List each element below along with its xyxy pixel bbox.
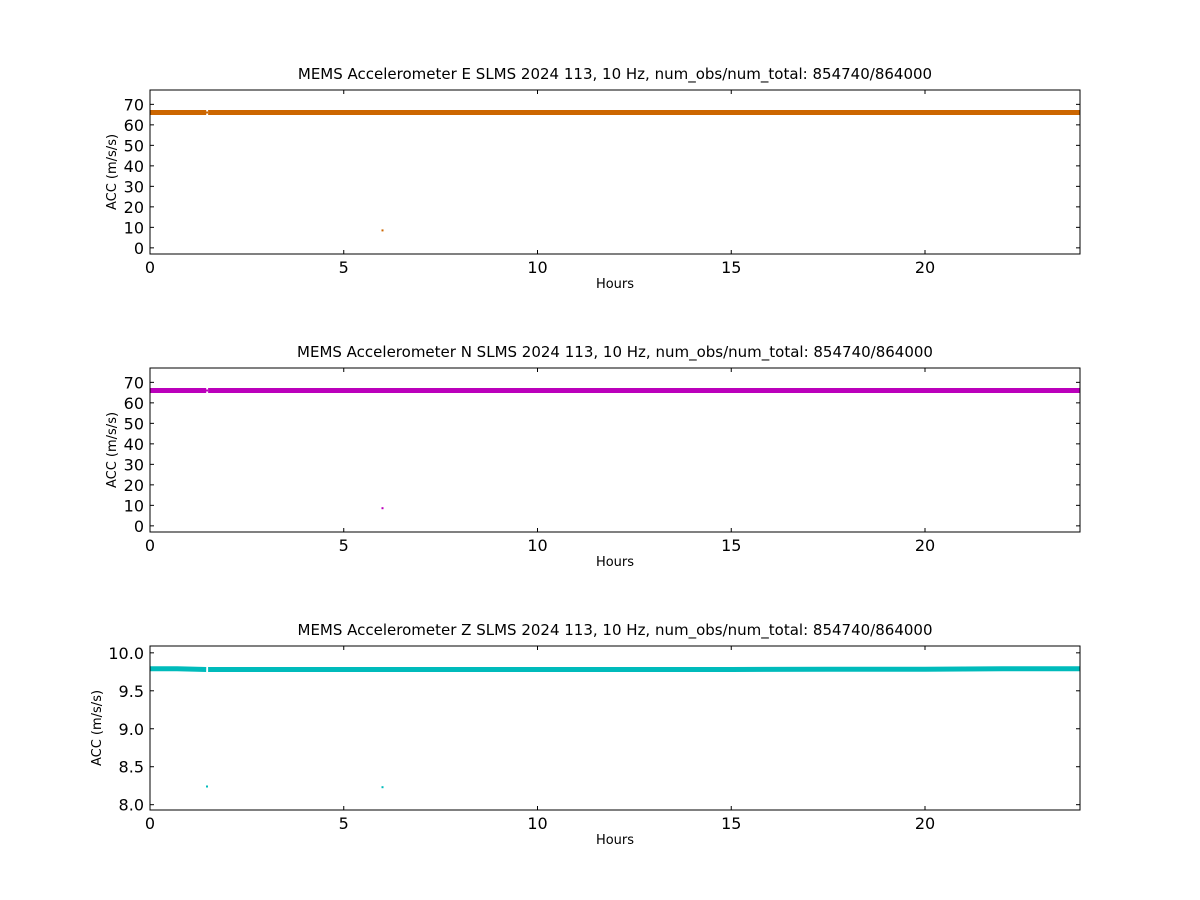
subplot-n: MEMS Accelerometer N SLMS 2024 113, 10 H…: [105, 343, 1081, 570]
data-band-z-1: [208, 666, 1080, 672]
x-tick-label-n: 20: [915, 536, 935, 555]
x-tick-label-n: 5: [339, 536, 349, 555]
x-tick-label-n: 10: [527, 536, 547, 555]
y-axis-label-n: ACC (m/s/s): [105, 412, 120, 488]
data-point-z-3-0: [381, 786, 384, 789]
y-tick-label-n: 40: [124, 435, 144, 454]
data-band-z-0: [150, 666, 207, 672]
x-tick-label-z: 10: [527, 814, 547, 833]
y-tick-label-n: 10: [124, 496, 144, 515]
data-point-n-2-0: [206, 389, 208, 392]
x-ticks-z: 0 5 10 15 20: [145, 646, 935, 833]
x-axis-label-n: Hours: [596, 555, 634, 570]
chart-title-e: MEMS Accelerometer E SLMS 2024 113, 10 H…: [298, 65, 932, 84]
plot-frame-n: [149, 367, 1081, 533]
x-tick-label-z: 5: [339, 814, 349, 833]
y-ticks-z: 8.0 8.5 9.0 9.5 10.0: [108, 644, 1080, 815]
y-tick-label-e: 60: [124, 116, 144, 135]
x-ticks-e: 0 5 10 15 20: [145, 90, 935, 277]
x-tick-label-z: 15: [721, 814, 741, 833]
y-tick-label-n: 50: [124, 414, 144, 433]
x-tick-label-z: 0: [145, 814, 155, 833]
data-marks-z: [150, 666, 1080, 789]
data-point-e-2-0: [206, 111, 208, 114]
x-axis-label-e: Hours: [596, 277, 634, 292]
x-ticks-n: 0 5 10 15 20: [145, 368, 935, 555]
subplot-e: MEMS Accelerometer E SLMS 2024 113, 10 H…: [105, 65, 1081, 292]
y-tick-label-e: 20: [124, 198, 144, 217]
y-tick-label-n: 20: [124, 476, 144, 495]
y-tick-label-n: 60: [124, 394, 144, 413]
x-tick-label-e: 10: [527, 258, 547, 277]
y-tick-label-e: 50: [124, 136, 144, 155]
y-tick-label-e: 0: [134, 239, 144, 258]
y-axis-label-e: ACC (m/s/s): [105, 134, 120, 210]
y-tick-label-z: 8.0: [119, 796, 144, 815]
y-tick-label-z: 9.0: [119, 720, 144, 739]
y-tick-label-e: 70: [124, 95, 144, 114]
chart-title-z: MEMS Accelerometer Z SLMS 2024 113, 10 H…: [298, 621, 933, 640]
chart-title-n: MEMS Accelerometer N SLMS 2024 113, 10 H…: [297, 343, 933, 362]
x-tick-label-e: 20: [915, 258, 935, 277]
x-tick-label-z: 20: [915, 814, 935, 833]
data-point-n-3-0: [381, 507, 384, 510]
y-tick-label-e: 10: [124, 218, 144, 237]
data-point-e-3-0: [381, 229, 384, 232]
y-tick-label-e: 30: [124, 177, 144, 196]
y-tick-label-z: 9.5: [119, 682, 144, 701]
x-tick-label-n: 0: [145, 536, 155, 555]
plot-frame-e: [149, 89, 1081, 255]
data-point-z-2-0: [206, 785, 208, 788]
y-tick-label-n: 30: [124, 455, 144, 474]
y-tick-label-e: 40: [124, 157, 144, 176]
plot-frame-z: [149, 645, 1081, 811]
y-tick-label-n: 70: [124, 373, 144, 392]
subplot-z: MEMS Accelerometer Z SLMS 2024 113, 10 H…: [90, 621, 1081, 848]
x-tick-label-n: 15: [721, 536, 741, 555]
y-axis-label-z: ACC (m/s/s): [90, 690, 105, 766]
x-axis-label-z: Hours: [596, 833, 634, 848]
x-tick-label-e: 0: [145, 258, 155, 277]
x-tick-label-e: 5: [339, 258, 349, 277]
data-marks-n: [150, 388, 1080, 510]
y-tick-label-n: 0: [134, 517, 144, 536]
y-tick-label-z: 10.0: [108, 644, 144, 663]
data-marks-e: [150, 110, 1080, 232]
x-tick-label-e: 15: [721, 258, 741, 277]
y-tick-label-z: 8.5: [119, 758, 144, 777]
